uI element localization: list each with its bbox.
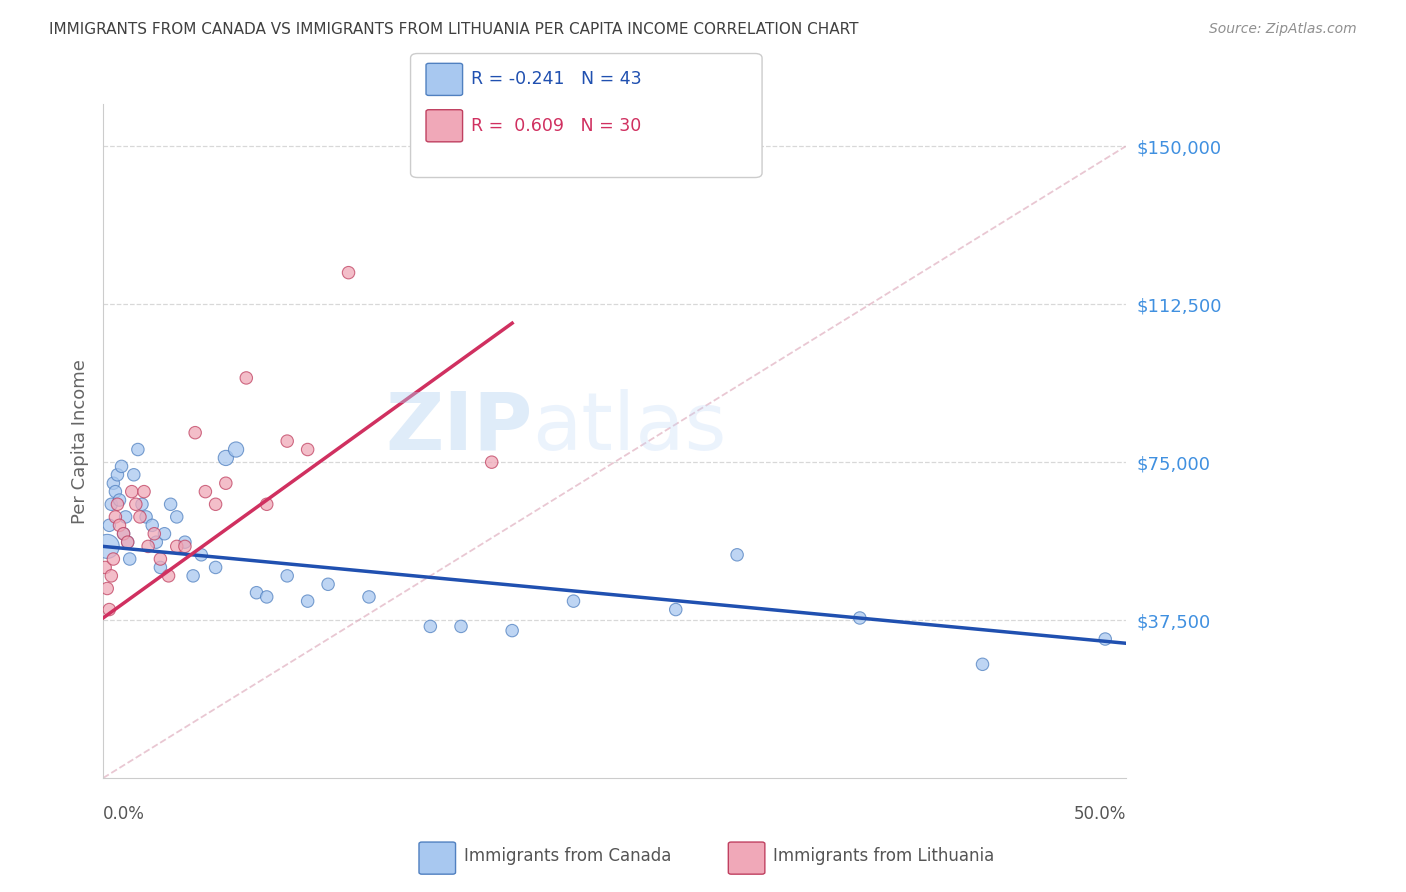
Point — [562, 594, 585, 608]
Point — [190, 548, 212, 562]
Point — [256, 590, 278, 604]
Point — [117, 535, 139, 549]
Point — [215, 476, 238, 491]
Point — [112, 526, 135, 541]
Text: ZIP: ZIP — [385, 389, 533, 467]
Point — [107, 497, 129, 511]
Point — [181, 569, 204, 583]
Point — [450, 619, 472, 633]
Text: atlas: atlas — [533, 389, 727, 467]
Point — [725, 548, 748, 562]
Point — [204, 560, 226, 574]
Point — [129, 509, 152, 524]
Point — [174, 540, 197, 554]
Point — [117, 535, 139, 549]
Point — [276, 434, 298, 449]
Point — [136, 540, 159, 554]
Point — [972, 657, 994, 672]
Text: R =  0.609   N = 30: R = 0.609 N = 30 — [471, 117, 641, 135]
Point — [665, 602, 688, 616]
Text: IMMIGRANTS FROM CANADA VS IMMIGRANTS FROM LITHUANIA PER CAPITA INCOME CORRELATIO: IMMIGRANTS FROM CANADA VS IMMIGRANTS FRO… — [49, 22, 859, 37]
Point — [107, 467, 129, 482]
Point — [194, 484, 217, 499]
Point — [245, 585, 267, 599]
Point — [94, 560, 117, 574]
Point — [103, 552, 125, 566]
Point — [357, 590, 380, 604]
Point — [153, 526, 176, 541]
Point — [100, 497, 122, 511]
Point — [118, 552, 141, 566]
Point — [204, 497, 226, 511]
Point — [337, 266, 360, 280]
Y-axis label: Per Capita Income: Per Capita Income — [72, 359, 89, 524]
Point — [96, 582, 118, 596]
Point — [149, 560, 172, 574]
Point — [316, 577, 339, 591]
Point — [127, 442, 149, 457]
Point — [159, 497, 181, 511]
Point — [166, 540, 188, 554]
Point — [174, 535, 197, 549]
Point — [276, 569, 298, 583]
Point — [103, 476, 125, 491]
Point — [108, 518, 131, 533]
Text: R = -0.241   N = 43: R = -0.241 N = 43 — [471, 70, 641, 88]
Point — [104, 484, 127, 499]
Point — [131, 497, 153, 511]
Point — [184, 425, 207, 440]
Point — [166, 509, 188, 524]
Point — [110, 459, 132, 474]
Text: Immigrants from Canada: Immigrants from Canada — [464, 847, 671, 865]
Point — [143, 526, 166, 541]
Text: Source: ZipAtlas.com: Source: ZipAtlas.com — [1209, 22, 1357, 37]
Point — [256, 497, 278, 511]
Point — [141, 518, 163, 533]
Point — [225, 442, 247, 457]
Point — [104, 509, 127, 524]
Point — [132, 484, 155, 499]
Point — [145, 535, 167, 549]
Point — [481, 455, 503, 469]
Text: Immigrants from Lithuania: Immigrants from Lithuania — [773, 847, 994, 865]
Point — [297, 442, 319, 457]
Point — [849, 611, 872, 625]
Point — [125, 497, 148, 511]
Point — [215, 450, 238, 465]
Point — [96, 540, 118, 554]
Point — [98, 518, 121, 533]
Point — [112, 526, 135, 541]
Point — [98, 602, 121, 616]
Point — [157, 569, 180, 583]
Point — [100, 569, 122, 583]
Point — [114, 509, 136, 524]
Point — [297, 594, 319, 608]
Point — [135, 509, 157, 524]
Text: 0.0%: 0.0% — [103, 805, 145, 823]
Point — [501, 624, 523, 638]
Text: 50.0%: 50.0% — [1073, 805, 1126, 823]
Point — [235, 371, 257, 385]
Point — [1094, 632, 1116, 646]
Point — [419, 619, 441, 633]
Point — [121, 484, 143, 499]
Point — [108, 493, 131, 508]
Point — [149, 552, 172, 566]
Point — [122, 467, 145, 482]
